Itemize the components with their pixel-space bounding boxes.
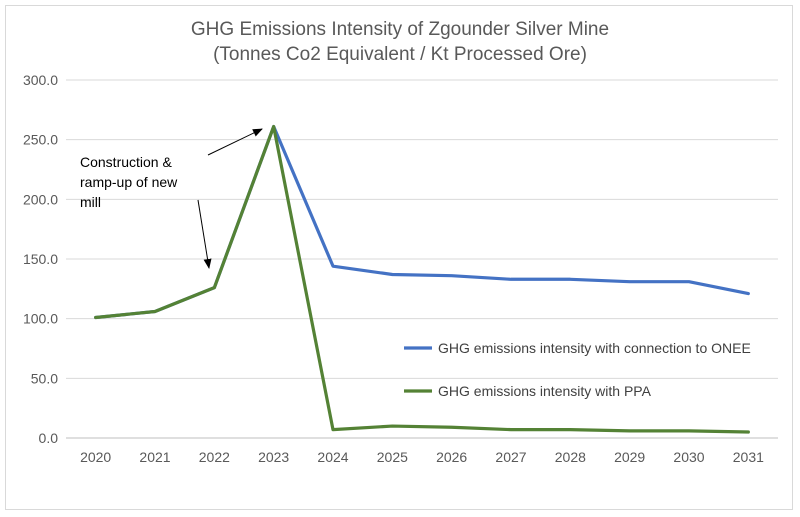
legend-label-1: GHG emissions intensity with PPA	[438, 383, 652, 399]
y-tick-label: 300.0	[23, 72, 58, 88]
y-tick-label: 50.0	[31, 370, 58, 386]
chart-subtitle: (Tonnes Co2 Equivalent / Kt Processed Or…	[213, 44, 587, 65]
x-axis-ticks: 2020 2021 2022 2023 2024 2025 2026 2027 2028 2029…	[80, 449, 764, 465]
annotation-arrow-peak	[207, 128, 263, 156]
annotation-line-1: Construction &	[80, 154, 172, 170]
y-axis-ticks: 0.0 50.0 100.0 150.0 200.0 250.0 300.0	[23, 72, 58, 446]
series-lines	[94, 124, 750, 434]
y-tick-label: 200.0	[23, 191, 58, 207]
x-tick-label: 2028	[555, 449, 586, 465]
x-tick-label: 2023	[258, 449, 289, 465]
x-tick-label: 2029	[614, 449, 645, 465]
y-tick-label: 100.0	[23, 311, 58, 327]
x-tick-label: 2024	[317, 449, 348, 465]
annotation-line-3: mill	[80, 194, 101, 210]
x-tick-label: 2030	[673, 449, 704, 465]
x-tick-label: 2026	[436, 449, 467, 465]
x-tick-label: 2022	[199, 449, 230, 465]
y-tick-label: 0.0	[39, 430, 59, 446]
annotation-line-2: ramp-up of new	[80, 174, 178, 190]
y-tick-label: 250.0	[23, 132, 58, 148]
legend-label-0: GHG emissions intensity with connection …	[438, 340, 751, 356]
gridlines	[66, 79, 778, 439]
chart-title: GHG Emissions Intensity of Zgounder Silv…	[191, 19, 609, 40]
annotation: Construction & ramp-up of new mill	[80, 128, 263, 269]
x-tick-label: 2025	[377, 449, 408, 465]
y-tick-label: 150.0	[23, 251, 58, 267]
x-tick-label: 2020	[80, 449, 111, 465]
x-tick-label: 2027	[495, 449, 526, 465]
series-line-0	[94, 124, 750, 320]
series-line-1	[94, 124, 750, 434]
legend: GHG emissions intensity with connection …	[404, 340, 751, 399]
x-tick-label: 2031	[733, 449, 764, 465]
x-tick-label: 2021	[139, 449, 170, 465]
annotation-arrow-2022	[197, 199, 212, 269]
